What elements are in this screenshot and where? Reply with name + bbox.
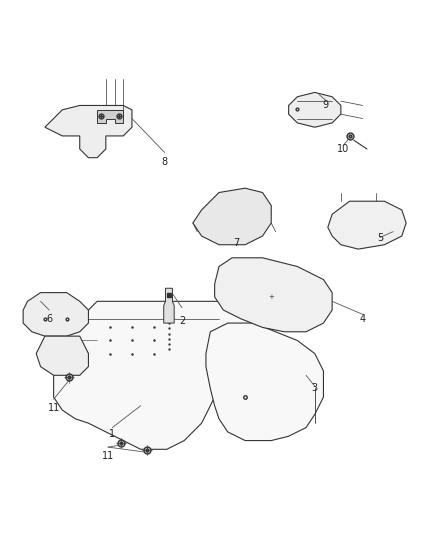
Text: 10: 10 (337, 144, 349, 154)
Polygon shape (36, 336, 88, 375)
Text: 9: 9 (322, 100, 328, 110)
Polygon shape (328, 201, 406, 249)
Polygon shape (53, 301, 271, 449)
Text: 4: 4 (360, 314, 366, 324)
Polygon shape (23, 293, 88, 336)
Text: 1: 1 (110, 429, 116, 439)
Text: 6: 6 (46, 314, 52, 324)
Text: 3: 3 (312, 383, 318, 393)
Text: 2: 2 (179, 316, 185, 326)
Polygon shape (164, 288, 174, 323)
Polygon shape (206, 323, 323, 441)
Text: +: + (268, 294, 274, 300)
Polygon shape (193, 188, 271, 245)
Text: 7: 7 (233, 238, 240, 247)
Text: 5: 5 (377, 233, 383, 243)
Text: 11: 11 (47, 403, 60, 413)
Polygon shape (215, 258, 332, 332)
Polygon shape (45, 106, 132, 158)
Polygon shape (97, 110, 123, 123)
Polygon shape (289, 92, 341, 127)
Text: 11: 11 (102, 451, 114, 461)
Text: 8: 8 (162, 157, 168, 167)
